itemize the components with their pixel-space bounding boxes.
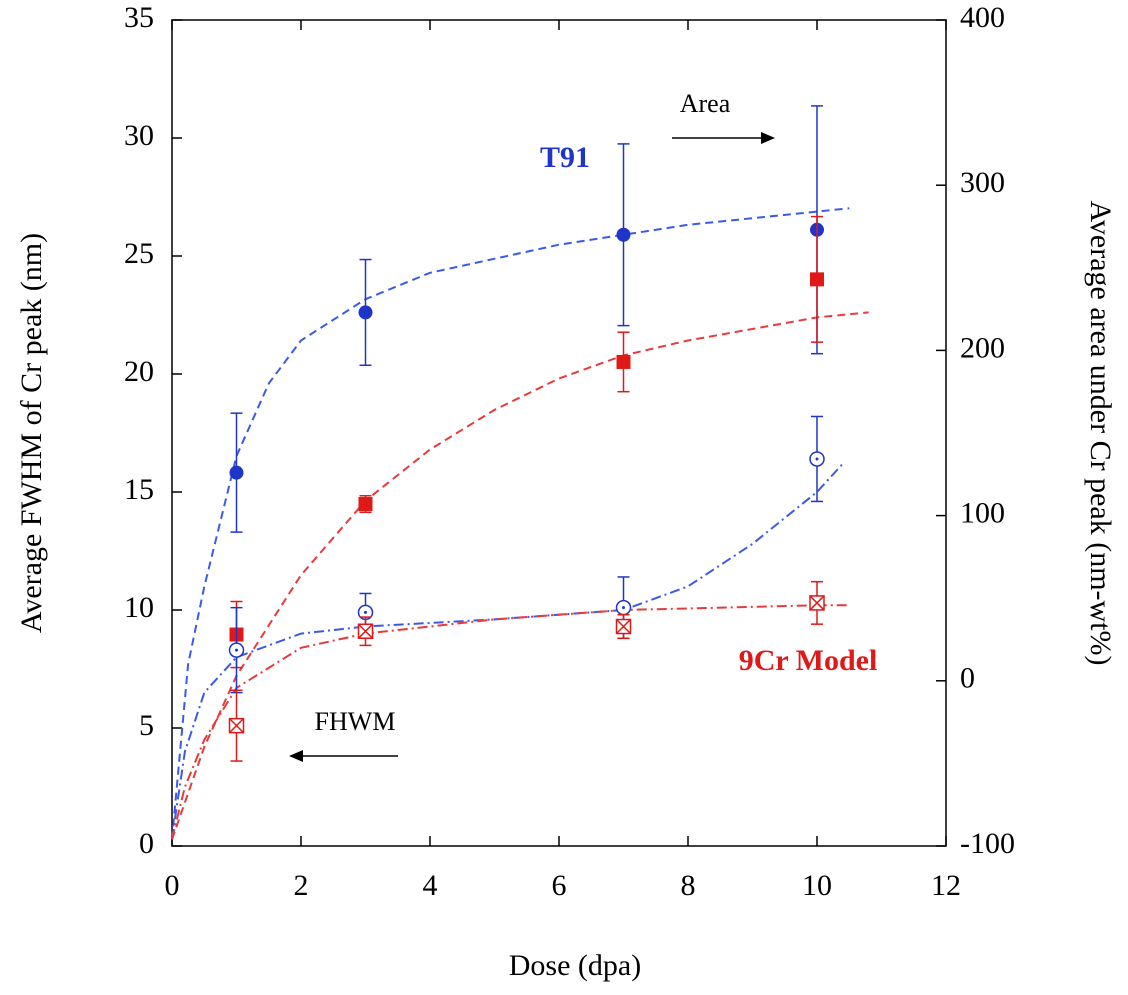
marker-dot (364, 610, 367, 614)
x-tick-label: 2 (294, 869, 309, 902)
y-tick-label: 25 (124, 237, 154, 270)
y2-axis-label: Average area under Cr peak (nm-wt%) (1084, 200, 1117, 665)
y-tick-label: 10 (124, 591, 154, 624)
fit-line (171, 207, 850, 840)
fwhm-arrowhead (289, 750, 303, 762)
annotation: FHWM (315, 707, 396, 736)
y2-tick-label: 300 (960, 166, 1005, 199)
x-tick-label: 6 (552, 869, 567, 902)
fit-line (171, 311, 869, 840)
marker-cross (228, 718, 245, 734)
annotation: 9Cr Model (739, 644, 878, 677)
marker (810, 272, 824, 287)
y2-tick-label: 400 (960, 1, 1005, 34)
area-arrowhead (761, 132, 775, 144)
y-tick-label: 30 (124, 119, 154, 152)
y2-tick-label: 100 (960, 496, 1005, 529)
y-axis-label: Average FWHM of Cr peak (nm) (15, 233, 48, 633)
y2-tick-label: -100 (960, 827, 1015, 860)
marker-dot (235, 648, 238, 652)
y-tick-label: 20 (124, 355, 154, 388)
x-tick-label: 0 (165, 869, 180, 902)
fit-line (171, 604, 850, 840)
y-tick-label: 0 (139, 827, 154, 860)
y2-tick-label: 0 (960, 662, 975, 695)
marker-dot (815, 457, 819, 461)
x-axis-label: Dose (dpa) (509, 949, 641, 982)
x-tick-label: 4 (423, 869, 438, 902)
marker-cross (809, 595, 825, 611)
y-tick-label: 15 (124, 473, 154, 506)
annotation: Area (680, 89, 731, 118)
marker (358, 305, 373, 320)
y2-tick-label: 200 (960, 331, 1005, 364)
y-tick-label: 35 (124, 1, 154, 34)
fit-line (171, 463, 844, 840)
x-tick-label: 12 (931, 869, 961, 902)
x-tick-label: 8 (681, 869, 696, 902)
marker (229, 465, 244, 480)
marker-dot (622, 606, 625, 610)
y-tick-label: 5 (139, 709, 154, 742)
marker (358, 497, 373, 512)
marker (616, 227, 631, 242)
x-tick-label: 10 (802, 869, 832, 902)
annotation: T91 (540, 141, 590, 174)
marker-cross (615, 618, 632, 635)
marker-cross (357, 623, 374, 639)
marker (616, 354, 631, 369)
